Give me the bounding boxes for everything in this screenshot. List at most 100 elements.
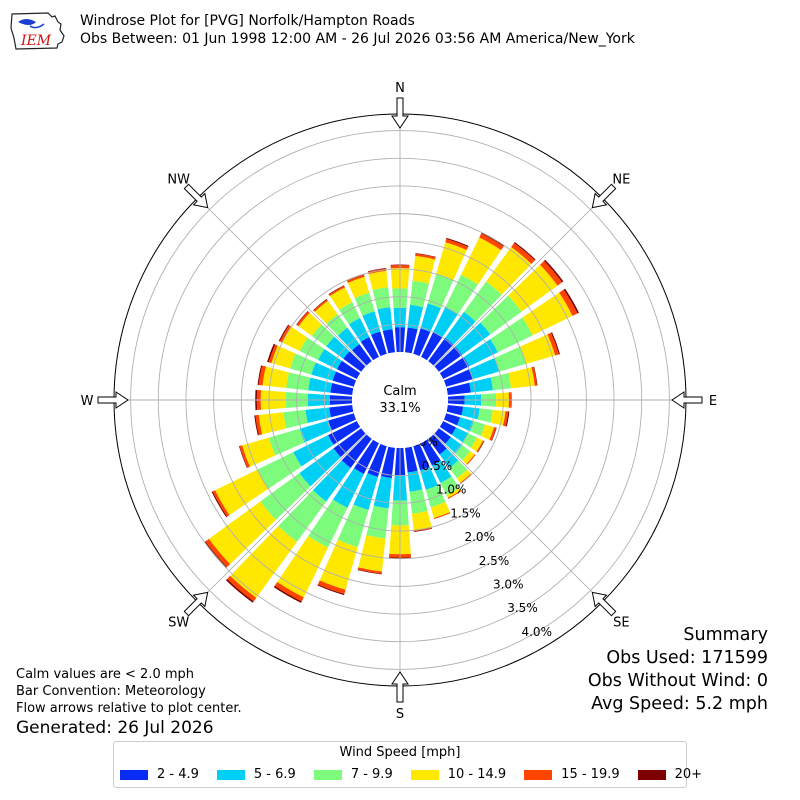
bar-segment	[531, 366, 537, 386]
legend-item: 20+	[637, 767, 702, 782]
bar-segment	[346, 274, 365, 283]
bar-segment	[299, 337, 325, 361]
bar-segment	[349, 318, 370, 342]
title-line-2: Obs Between: 01 Jun 1998 12:00 AM - 26 J…	[80, 31, 635, 47]
bar-segment	[333, 428, 366, 458]
bar-segment	[430, 501, 450, 518]
direction-label: SE	[613, 615, 629, 630]
bar-segment	[446, 487, 461, 498]
axis-layer: 0.0%0.5%1.0%1.5%2.0%2.5%3.0%3.5%4.0%NNEE…	[81, 81, 718, 722]
legend-swatch	[216, 769, 245, 780]
bar-segment	[328, 413, 357, 431]
sector-260	[254, 405, 354, 436]
bar-segment	[341, 434, 372, 468]
bar-segment	[489, 426, 497, 441]
bar-segment	[540, 260, 562, 286]
bar-segment	[371, 331, 387, 357]
legend-label: 7 - 9.9	[350, 767, 393, 782]
summary-obs-used: Obs Used: 171599	[606, 648, 768, 668]
bar-segment	[332, 468, 364, 508]
bar-segment	[460, 473, 472, 484]
bar-segment	[313, 299, 328, 312]
radial-tick-label: 2.0%	[464, 530, 495, 544]
flow-arrow-icon	[97, 391, 129, 409]
bar-segment	[434, 346, 463, 372]
bar-segment	[382, 329, 395, 354]
bar-segment	[445, 311, 476, 345]
bar-segment	[212, 490, 230, 517]
iem-logo: IEM	[10, 12, 65, 50]
bar-segment	[357, 567, 382, 574]
sector-60	[439, 288, 579, 379]
bar-segment	[461, 406, 480, 420]
generated-date: Generated: 26 Jul 2026	[16, 718, 214, 738]
bar-segment	[296, 310, 309, 325]
sector-20	[413, 237, 469, 357]
bar-segment	[409, 280, 430, 308]
bar-segment	[522, 292, 573, 336]
bar-segment	[354, 292, 375, 316]
calm-circle	[352, 352, 448, 448]
bar-segment	[358, 535, 386, 572]
legend-swatch	[120, 769, 148, 780]
flow-arrow-icon	[183, 183, 209, 209]
flow-arrow-icon	[591, 591, 617, 617]
bar-segment	[547, 332, 559, 356]
legend-item: 10 - 14.9	[410, 767, 506, 782]
bar-segment	[208, 501, 276, 565]
bar-segment	[326, 336, 350, 359]
bar-segment	[353, 439, 379, 474]
radial-tick-label: 1.0%	[436, 483, 467, 497]
sector-240	[211, 421, 361, 518]
bar-segment	[225, 579, 254, 603]
radial-tick-label: 2.5%	[479, 554, 510, 568]
sector-40	[428, 242, 536, 366]
logo-text: IEM	[20, 33, 52, 49]
bar-segment	[312, 460, 351, 502]
direction-label: NW	[167, 173, 190, 188]
bar-segment	[298, 312, 322, 336]
bar-segment	[449, 460, 468, 479]
legend-label: 2 - 4.9	[157, 767, 199, 782]
bar-segment	[476, 440, 484, 453]
bar-segment	[339, 302, 361, 325]
bar-segment	[407, 470, 423, 492]
radial-tick-label: 3.5%	[507, 601, 538, 615]
sector-150	[421, 439, 462, 499]
flow-arrow-icon	[391, 671, 409, 703]
bar-segment	[319, 539, 358, 590]
legend-title: Wind Speed [mph]	[339, 745, 461, 760]
bar-segment	[318, 349, 342, 370]
sector-330	[328, 285, 379, 361]
bar-segment	[311, 362, 336, 381]
sector-220	[225, 434, 372, 603]
bar-segment	[268, 344, 278, 364]
bar-segment	[273, 585, 302, 603]
bar-segment	[551, 332, 560, 355]
sector-70	[443, 332, 560, 387]
legend-label: 15 - 19.9	[561, 767, 620, 782]
bar-segment	[490, 372, 512, 391]
legend-item: 15 - 19.9	[524, 767, 620, 782]
bar-segment	[508, 367, 535, 389]
bar-segment	[299, 420, 332, 443]
sector-10	[405, 253, 436, 354]
flow-arrow-icon	[183, 591, 209, 617]
bar-segment	[533, 366, 538, 386]
bar-segment	[470, 437, 483, 452]
bar-segment	[413, 443, 430, 471]
sector-310	[296, 310, 366, 372]
bar-segment	[211, 491, 228, 518]
flow-arrow-icon	[591, 183, 617, 209]
title-line-1: Windrose Plot for [PVG] Norfolk/Hampton …	[80, 13, 415, 29]
bar-segment	[282, 326, 308, 352]
radial-tick-label: 1.5%	[450, 506, 481, 520]
bar-segment	[413, 328, 431, 357]
bar-segment	[336, 360, 361, 379]
bar-segment	[480, 295, 522, 335]
bar-segment	[328, 421, 361, 445]
bar-segment	[505, 411, 510, 427]
legend-swatch	[637, 769, 666, 780]
bar-segment	[470, 421, 485, 436]
bar-segment	[447, 490, 462, 499]
